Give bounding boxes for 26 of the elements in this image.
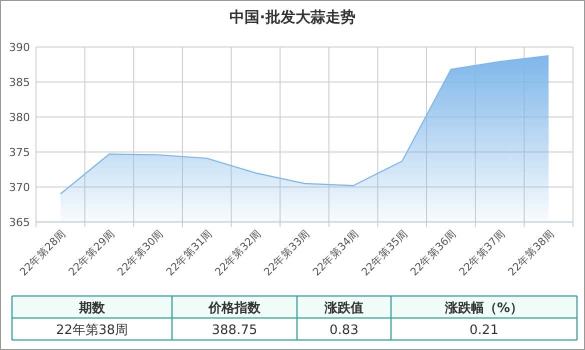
x-tick-label: 22年第36周 [408, 228, 460, 278]
text: 期数 [78, 301, 106, 316]
y-tick-label: 380 [9, 111, 30, 124]
x-tick-label: 22年第35周 [360, 228, 410, 278]
x-tick-label: 22年第32周 [213, 228, 264, 278]
y-tick-label: 370 [9, 181, 30, 194]
x-tick-label: 22年第29周 [66, 228, 118, 278]
text: 0.21 [470, 323, 498, 338]
x-tick-label: 22年第30周 [115, 228, 166, 278]
y-tick-label: 385 [9, 76, 30, 89]
x-tick-label: 22年第31周 [164, 228, 215, 278]
text: 涨跌值 [324, 301, 364, 316]
x-tick-label: 22年第33周 [262, 228, 313, 278]
x-tick-label: 22年第28周 [18, 228, 69, 278]
text: 388.75 [212, 323, 258, 338]
y-tick-label: 375 [9, 146, 30, 159]
x-tick-label: 22年第38周 [506, 228, 557, 278]
y-tick-label: 365 [9, 216, 30, 229]
text: 价格指数 [208, 301, 262, 316]
x-tick-label: 22年第34周 [310, 228, 362, 278]
text: 22年第38周 [56, 323, 128, 338]
chart-title: 中国·批发大蒜走势 [230, 8, 356, 26]
y-tick-label: 390 [9, 41, 30, 54]
text: 涨跌幅（%） [444, 301, 524, 316]
x-tick-label: 22年第37周 [457, 228, 508, 278]
text: 0.83 [330, 323, 358, 338]
